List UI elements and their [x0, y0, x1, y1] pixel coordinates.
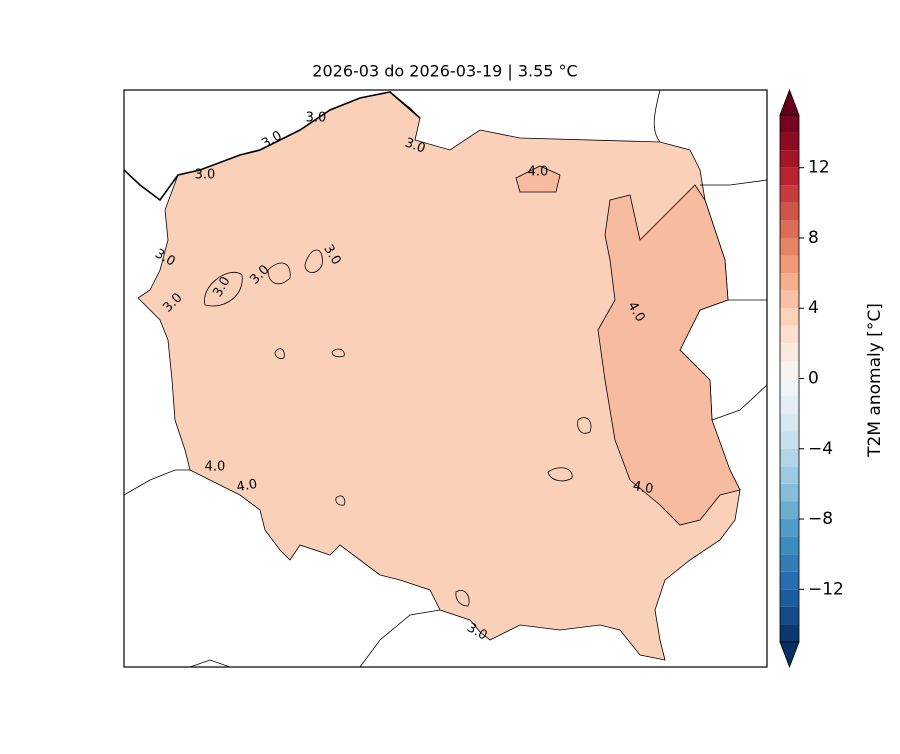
colorbar-band [780, 325, 799, 344]
colorbar-tick-label: 12 [808, 158, 830, 178]
colorbar: 12 8 4 0 −4 −8 −12 [779, 88, 844, 669]
contour-label: 4.0 [632, 479, 655, 497]
colorbar-band [780, 536, 799, 555]
map-area: 3.03.0 3.03.03.0 3.03.0 3.03.03.04.04.04.04… [123, 89, 768, 668]
colorbar-band [780, 571, 799, 590]
colorbar-extend-min [779, 641, 800, 669]
colorbar-tick-label: 0 [808, 369, 819, 389]
map-title: 2026-03 do 2026-03-19 | 3.55 °C [312, 62, 577, 81]
colorbar-band [780, 237, 799, 256]
contour-label: 4.0 [205, 460, 226, 475]
colorbar-tick-label: −12 [808, 579, 844, 599]
colorbar-band [780, 185, 799, 203]
colorbar-band [780, 606, 799, 625]
colorbar-tick-label: −4 [808, 439, 833, 459]
map-frame [123, 89, 768, 668]
colorbar-band [780, 255, 799, 274]
colorbar-band [780, 589, 799, 607]
colorbar-band [780, 273, 799, 291]
colorbar-band [780, 431, 799, 449]
colorbar-band [780, 413, 799, 432]
colorbar-band [780, 466, 799, 484]
contour-label: 4.0 [528, 165, 549, 180]
colorbar-tick-label: 4 [808, 298, 819, 318]
contour-label: 3.0 [306, 111, 327, 126]
colorbar-band [780, 290, 799, 309]
colorbar-extend-max [779, 88, 800, 116]
colorbar-band [780, 378, 799, 397]
colorbar-band [780, 519, 799, 537]
neighbour-borders [123, 89, 768, 668]
contours [204, 249, 592, 607]
colorbar-band [780, 167, 799, 186]
colorbar-band [780, 115, 799, 133]
warm-region [597, 184, 741, 526]
colorbar-band [780, 150, 799, 168]
colorbar-band [780, 202, 799, 221]
colorbar-label: T2M anomaly [°C] [865, 303, 885, 458]
colorbar-band [780, 448, 799, 467]
colorbar-band [780, 483, 799, 502]
colorbar-band [780, 308, 799, 326]
colorbar-band [780, 396, 799, 414]
contour-label: 3.0 [195, 168, 216, 183]
colorbar-band [780, 554, 799, 572]
contour-label: 4.0 [236, 477, 259, 495]
warm-patch [515, 165, 561, 193]
colorbar-band [780, 132, 799, 151]
colorbar-tick-label: 8 [808, 228, 819, 248]
colorbar-band [780, 501, 799, 520]
colorbar-band [780, 220, 799, 238]
colorbar-band [780, 624, 799, 642]
colorbar-tick-label: −8 [808, 509, 833, 529]
colorbar-band [780, 360, 799, 379]
colorbar-band [780, 343, 799, 361]
contour-label: 3.0 [403, 135, 428, 156]
coastline [123, 91, 421, 202]
